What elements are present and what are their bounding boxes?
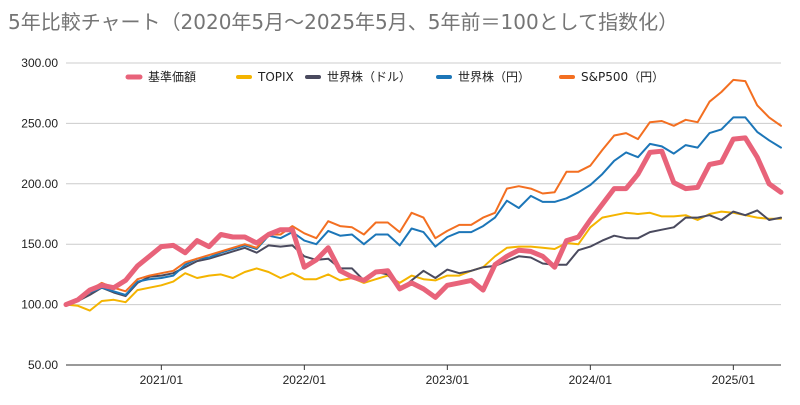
- legend: 基準価額 TOPIX 世界株（ドル） 世界株（円） S&P500（円）: [125, 69, 664, 84]
- series-line-1: [65, 210, 782, 312]
- y-tick-label: 100.00: [21, 298, 58, 312]
- axis-labels: 50.00 100.00 150.00 200.00 250.00 300.00 2021/…: [21, 56, 755, 387]
- y-tick-label: 50.00: [28, 358, 58, 372]
- series-line-4: [65, 78, 782, 306]
- legend-label: 基準価額: [148, 69, 196, 84]
- series-line-0: [63, 135, 784, 308]
- x-tick-label: 2021/01: [140, 373, 184, 387]
- legend-label: 世界株（ドル）: [327, 69, 411, 84]
- y-tick-label: 250.00: [21, 116, 58, 130]
- x-tick-label: 2023/01: [426, 373, 470, 387]
- y-tick-label: 300.00: [21, 56, 58, 70]
- chart-title: 5年比較チャート（2020年5月～2025年5月、5年前＝100として指数化）: [8, 10, 679, 34]
- series-lines: [63, 78, 784, 312]
- x-tick-label: 2024/01: [569, 373, 613, 387]
- legend-label: 世界株（円）: [458, 69, 530, 84]
- series-line-2: [65, 209, 782, 306]
- x-tick-label: 2022/01: [283, 373, 327, 387]
- series-line-3: [65, 116, 782, 306]
- x-tick-label: 2025/01: [712, 373, 756, 387]
- legend-label: S&P500（円）: [581, 70, 664, 84]
- grid-layer: [66, 62, 781, 366]
- legend-label: TOPIX: [257, 70, 294, 84]
- y-tick-label: 200.00: [21, 177, 58, 191]
- y-tick-label: 150.00: [21, 237, 58, 251]
